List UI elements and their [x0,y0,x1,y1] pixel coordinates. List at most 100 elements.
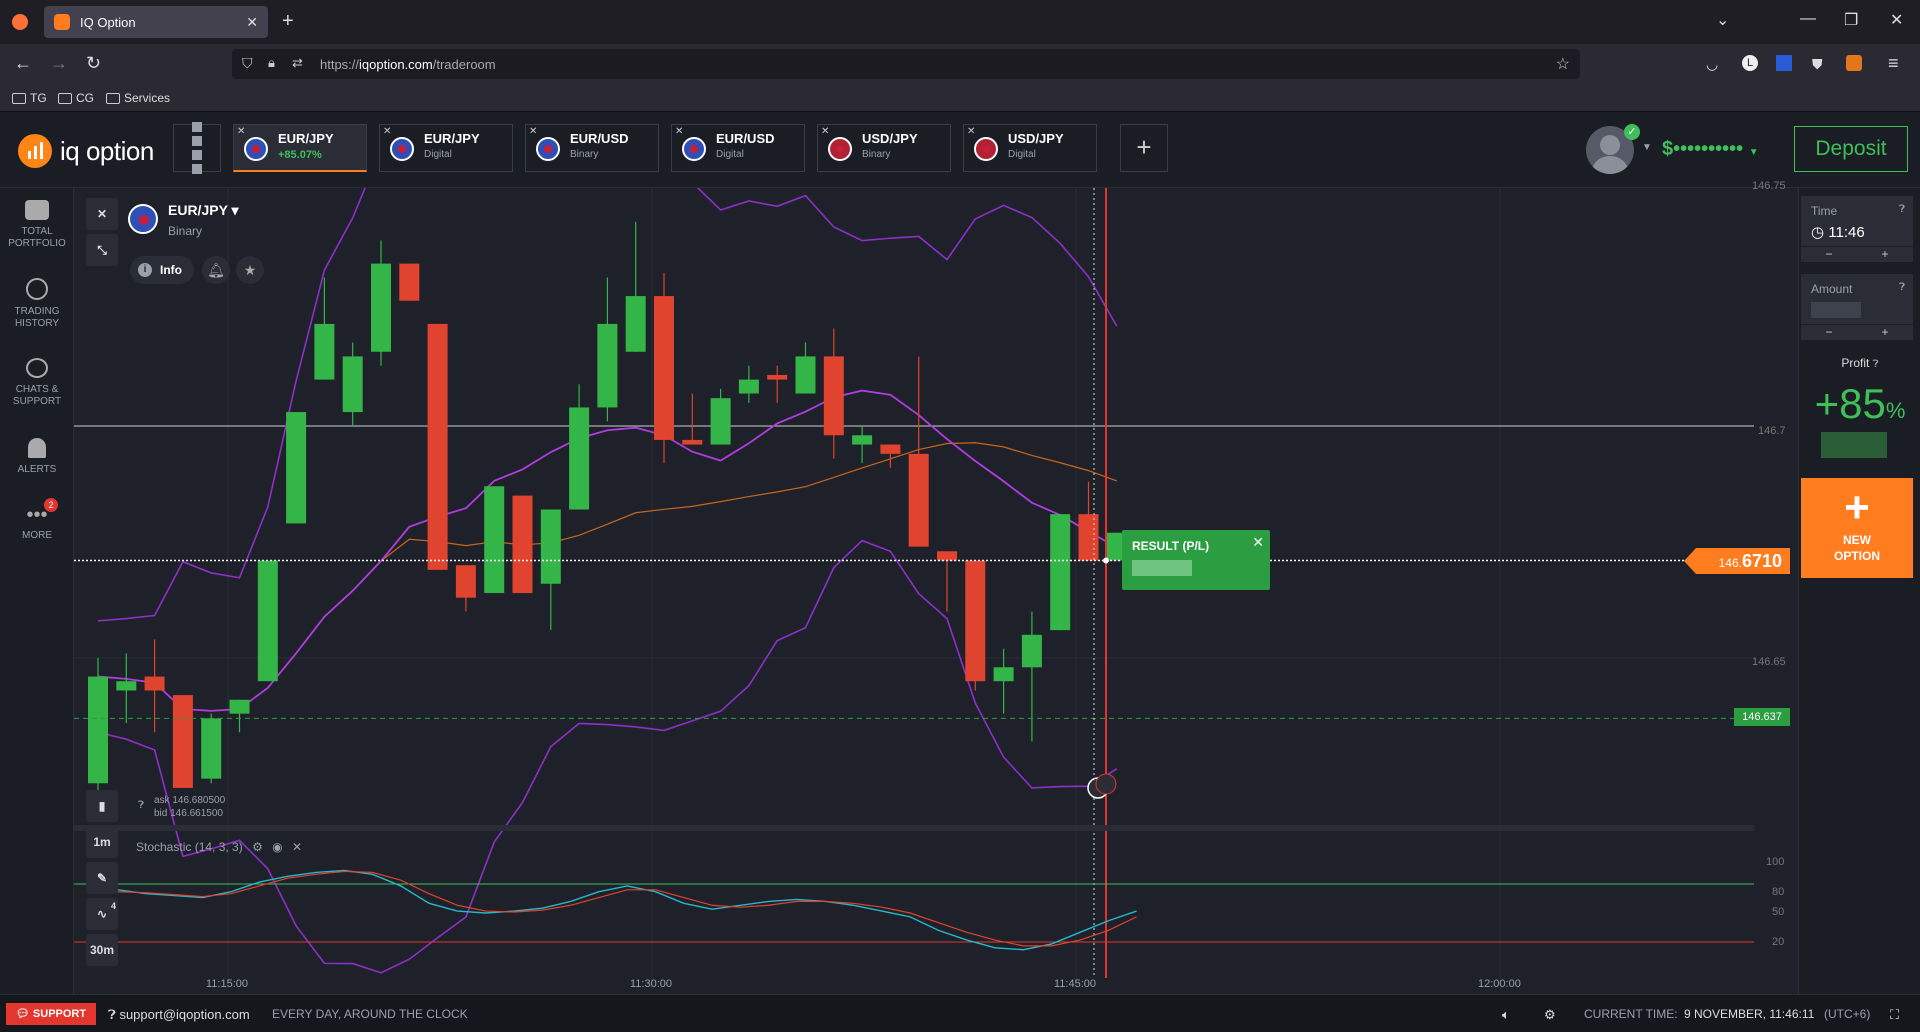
logo-text: iq option [60,135,154,166]
extension-shield-icon[interactable]: ⛊ [1812,56,1823,72]
asset-tab-eurjpy-binary[interactable]: ✕ EUR/JPY +85.07% [233,124,367,172]
sidebar-item-label: CHATS & [15,384,59,395]
amount-minus-button[interactable]: − [1825,325,1833,339]
chart-type-button[interactable]: ▮ [86,790,118,822]
new-option-button[interactable]: + NEW OPTION [1801,478,1913,578]
amount-plus-button[interactable]: + [1881,325,1889,339]
firefox-icon[interactable] [12,14,28,30]
period-button[interactable]: 30m [86,934,118,966]
stochastic-d-line [89,870,1137,947]
eye-icon[interactable]: ◉ [272,840,283,854]
browser-tab[interactable]: IQ Option ✕ [44,6,268,38]
info-button[interactable]: i Info [130,256,194,284]
minimize-icon[interactable]: — [1800,10,1816,27]
deposit-button[interactable]: Deposit [1794,126,1908,172]
sound-icon[interactable]: 🔈︎ [1502,1007,1510,1022]
extension-blue-icon[interactable] [1776,55,1792,71]
candle-body [314,323,335,380]
asset-tab-eurusd-digital[interactable]: ✕ EUR/USD Digital [671,124,805,172]
sidebar-item-chats[interactable]: CHATS & SUPPORT [0,358,74,408]
extension-l-icon[interactable]: L [1742,55,1758,71]
clock-icon: ◷ [1811,224,1825,241]
stoch-axis-label: 20 [1772,936,1785,948]
bookmark-folder-tg[interactable]: TG [12,91,47,105]
candle-body [965,560,986,682]
metamask-icon[interactable] [1846,55,1862,71]
back-icon[interactable]: ← [14,53,32,73]
asset-tab-eurjpy-digital[interactable]: ✕ EUR/JPY Digital [379,124,513,172]
close-result-icon[interactable]: ✕ [1252,534,1264,550]
time-value: ◷ 11:46 [1811,224,1865,241]
bookmark-star-icon[interactable]: ☆ [1555,56,1570,73]
avatar-dropdown-icon[interactable]: ▼ [1642,142,1652,153]
close-tab-icon[interactable]: ✕ [246,13,258,30]
fullscreen-icon[interactable]: ⛶ [1890,1007,1900,1022]
support-email[interactable]: ❓︎ support@iqoption.com [108,1007,250,1022]
tab-list-chevron-icon[interactable]: ⌄ [1716,12,1730,29]
lock-icon[interactable]: 🔒︎ [268,55,275,70]
tracking-shield-icon[interactable]: ⛉ [242,55,253,71]
current-time-value: 9 NOVEMBER, 11:46:11 [1684,1007,1815,1021]
permissions-icon[interactable]: ⇄ [292,55,303,70]
close-asset-tab-icon[interactable]: ✕ [383,126,392,137]
time-selector[interactable]: Time ❓︎ ◷ 11:46 − + [1801,196,1913,262]
forward-icon[interactable]: → [50,53,68,73]
ask-bid-help-icon[interactable]: ❓︎ [138,800,145,811]
all-assets-grid-button[interactable] [173,122,221,174]
more-icon: ••• [26,504,48,526]
time-minus-button[interactable]: − [1825,247,1833,261]
sidebar-item-portfolio[interactable]: TOTAL PORTFOLIO [0,200,74,250]
sidebar-item-history[interactable]: TRADING HISTORY [0,278,74,330]
settings-gear-icon[interactable]: ⚙ [252,840,263,854]
candle-body [201,718,222,779]
iqoption-logo[interactable]: iq option [18,134,154,168]
close-asset-tab-icon[interactable]: ✕ [821,126,830,137]
asset-tab-usdjpy-binary[interactable]: ✕ USD/JPY Binary [817,124,951,172]
help-icon[interactable]: ❓︎ [1872,359,1879,370]
close-asset-tab-icon[interactable]: ✕ [675,126,684,137]
indicators-button[interactable]: ∿ 4 [86,898,118,930]
sidebar-item-more[interactable]: ••• 2 MORE [0,498,74,542]
close-asset-tab-icon[interactable]: ✕ [967,126,976,137]
remove-indicator-icon[interactable]: ✕ [292,840,303,854]
pocket-icon[interactable]: ◡ [1706,56,1719,72]
settings-gear-icon[interactable]: ⚙ [1544,1007,1556,1022]
amount-input[interactable]: Amount ❓︎ − + [1801,274,1913,340]
close-chart-button[interactable]: ✕ [86,198,118,230]
time-plus-button[interactable]: + [1881,247,1889,261]
timeframe-button[interactable]: 1m [86,826,118,858]
support-button[interactable]: 💬︎ SUPPORT [6,1003,96,1025]
address-bar[interactable]: ⛉ 🔒︎ ⇄ https://iqoption.com/traderoom ☆ [232,49,1580,79]
help-icon[interactable]: ❓︎ [1898,282,1905,293]
asset-tab-usdjpy-digital[interactable]: ✕ USD/JPY Digital [963,124,1097,172]
menu-icon[interactable]: ≡ [1888,53,1899,73]
stoch-axis-label: 50 [1772,906,1785,918]
footer: 💬︎ SUPPORT ❓︎ support@iqoption.com EVERY… [0,994,1920,1032]
drawing-tools-button[interactable]: ✎ [86,862,118,894]
result-label: RESULT (P/L) [1132,539,1210,553]
bookmark-folder-cg[interactable]: CG [58,91,94,105]
close-asset-tab-icon[interactable]: ✕ [237,126,246,137]
account-balance[interactable]: $•••••••••• ▼ [1662,138,1759,160]
bookmark-folder-services[interactable]: Services [106,91,170,105]
chart-area[interactable]: ✕ ⤡ EUR/JPY ▾ Binary i Info 🔔︎ ★ ▮ ask 1… [74,180,1798,994]
alert-bell-button[interactable]: 🔔︎ [202,256,230,284]
reload-icon[interactable]: ↻ [86,53,102,73]
timezone: (UTC+6) [1824,1007,1871,1021]
result-pl-popup[interactable]: RESULT (P/L) ✕ [1122,530,1270,590]
asset-tab-eurusd-binary[interactable]: ✕ EUR/USD Binary [525,124,659,172]
support-hours: EVERY DAY, AROUND THE CLOCK [272,1007,468,1021]
price-chart-svg[interactable] [74,188,1798,994]
close-asset-tab-icon[interactable]: ✕ [529,126,538,137]
new-tab-icon[interactable]: + [282,10,294,32]
restore-icon[interactable]: ❐ [1844,12,1859,29]
collapse-chart-button[interactable]: ⤡ [86,234,118,266]
add-asset-tab-button[interactable]: + [1120,124,1168,172]
candle-body [682,439,703,445]
close-window-icon[interactable]: ✕ [1890,12,1904,29]
favorite-star-button[interactable]: ★ [236,256,264,284]
help-icon[interactable]: ❓︎ [1898,204,1905,215]
current-price-label: 146.6710 [1684,548,1790,574]
sidebar-item-alerts[interactable]: ALERTS [0,438,74,476]
candle-body [767,374,788,380]
